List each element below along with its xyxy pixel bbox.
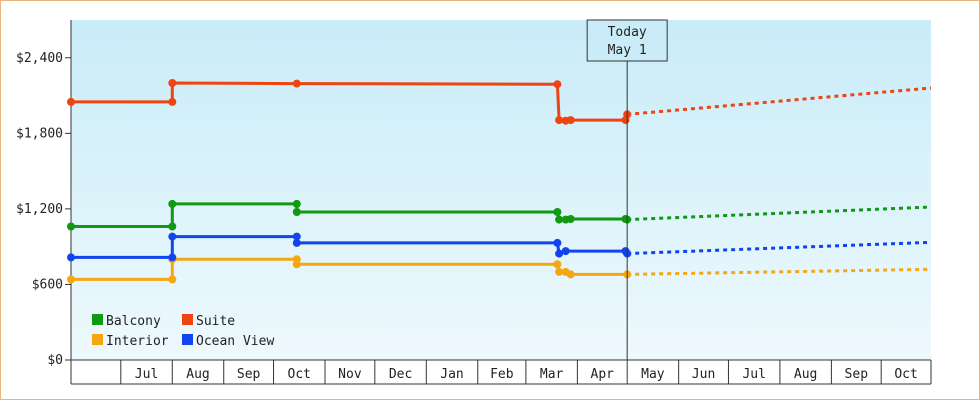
- legend-label: Ocean View: [196, 334, 274, 349]
- x-tick-label: Sep: [845, 367, 869, 382]
- plot-area: [71, 20, 931, 360]
- data-point: [292, 208, 301, 216]
- data-point: [553, 260, 562, 269]
- data-point: [566, 116, 575, 125]
- x-tick-label: Aug: [186, 367, 209, 382]
- data-point: [566, 215, 575, 223]
- series-projection-line: [627, 205, 932, 222]
- data-point: [168, 222, 177, 231]
- data-point: [553, 238, 562, 247]
- data-point: [292, 79, 301, 88]
- data-point: [67, 222, 75, 231]
- today-label: Today: [608, 25, 647, 40]
- data-point: [292, 232, 301, 241]
- series-suite: [67, 79, 932, 125]
- legend-swatch: [92, 314, 103, 325]
- x-tick-label: Oct: [894, 367, 917, 382]
- today-date-label: May 1: [608, 43, 647, 58]
- series-line: [71, 235, 629, 259]
- legend-swatch: [182, 334, 193, 345]
- data-point: [67, 97, 75, 106]
- data-point: [67, 253, 75, 262]
- data-point: [168, 97, 177, 106]
- y-tick-label: $600: [32, 277, 63, 292]
- series-projection-line: [627, 240, 932, 256]
- y-tick-label: $2,400: [16, 51, 63, 66]
- legend-label: Balcony: [106, 314, 161, 329]
- x-tick-label: Sep: [237, 367, 261, 382]
- data-point: [292, 238, 301, 247]
- data-point: [292, 260, 301, 269]
- data-point: [168, 253, 177, 262]
- y-axis: $0 $600 $1,200 $1,800 $2,400: [16, 20, 72, 384]
- x-tick-label: Jan: [440, 367, 463, 382]
- data-point: [292, 199, 301, 208]
- series-projection-line: [627, 267, 932, 276]
- x-tick-label: Oct: [288, 367, 311, 382]
- x-tick-label: Feb: [490, 367, 514, 382]
- y-tick-label: $0: [47, 353, 63, 368]
- data-point: [555, 249, 564, 258]
- data-point: [553, 80, 562, 89]
- x-tick-label: Apr: [591, 367, 615, 382]
- data-point: [555, 215, 564, 224]
- series-ocean-view: [67, 232, 932, 262]
- data-point: [168, 199, 177, 208]
- data-point: [67, 275, 75, 284]
- data-point: [555, 116, 564, 125]
- x-tick-label: Mar: [540, 367, 564, 382]
- x-axis: Jul Aug Sep Oct Nov Dec Jan Feb Mar Apr May Jun Jul A…: [71, 359, 932, 385]
- x-tick-label: May: [641, 367, 665, 382]
- legend-swatch: [182, 314, 193, 325]
- today-label-box: [586, 19, 668, 62]
- series-projection-line: [627, 86, 932, 116]
- y-tick-label: $1,800: [16, 126, 63, 141]
- data-point: [561, 247, 570, 256]
- x-tick-label: Jul: [135, 367, 158, 382]
- x-tick-label: Aug: [794, 367, 817, 382]
- today-marker: Today May 1: [586, 19, 668, 360]
- x-tick-label: Nov: [338, 367, 362, 382]
- legend: Balcony Suite Interior Ocean View: [92, 314, 274, 349]
- x-tick-label: Jul: [742, 367, 765, 382]
- y-tick-label: $1,200: [16, 202, 63, 217]
- data-point: [555, 267, 564, 276]
- legend-label: Suite: [196, 314, 235, 329]
- x-tick-label: Jun: [692, 367, 715, 382]
- series-line: [71, 81, 629, 123]
- legend-label: Interior: [106, 334, 169, 349]
- data-point: [168, 275, 177, 284]
- x-tick-label: Dec: [389, 367, 412, 382]
- data-point: [168, 79, 177, 87]
- legend-swatch: [92, 334, 103, 345]
- data-point: [553, 208, 562, 216]
- data-point: [566, 270, 575, 279]
- data-point: [168, 232, 177, 241]
- series-layer: [67, 79, 932, 284]
